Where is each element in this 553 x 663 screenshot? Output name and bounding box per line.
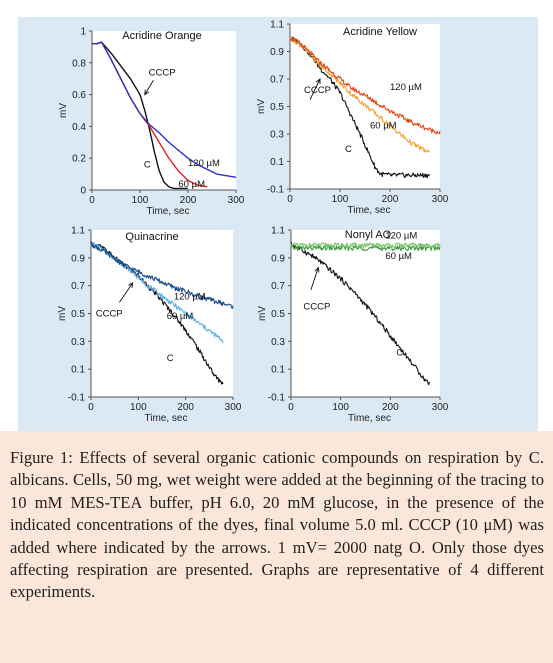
- caption-background: [0, 431, 553, 663]
- y-tick-label: 0.1: [270, 157, 284, 168]
- annotation-label: 120 µM: [390, 82, 422, 93]
- y-tick-label: 0.9: [270, 47, 284, 58]
- annotation-label: CCCP: [304, 85, 331, 96]
- y-tick-label: 0.7: [271, 281, 285, 292]
- cccp-arrow-head: [315, 78, 321, 85]
- series-line-120-uM: [90, 241, 234, 310]
- x-axis-label: Time, sec: [147, 206, 190, 217]
- y-tick-label: 0.9: [271, 253, 285, 264]
- series-line-120-uM: [91, 41, 237, 178]
- x-tick-label: 200: [180, 195, 197, 206]
- annotation-label: C: [167, 353, 174, 364]
- chart-title: Nonyl AO: [345, 229, 392, 241]
- annotation-label: CCCP: [96, 308, 123, 319]
- annotation-label: 60 µM: [370, 121, 397, 132]
- y-tick-label: 0.3: [271, 337, 285, 348]
- y-tick-label: 0.1: [271, 365, 285, 376]
- figure-caption: Figure 1: Effects of several organic cat…: [10, 447, 544, 604]
- x-tick-label: 0: [287, 194, 293, 205]
- caption-label: Figure 1:: [10, 448, 73, 467]
- cccp-arrow-head: [314, 266, 320, 273]
- x-tick-label: 200: [382, 194, 399, 205]
- annotation-label: CCCP: [303, 301, 330, 312]
- y-tick-label: -0.1: [267, 185, 285, 196]
- y-tick-label: 0.7: [71, 281, 85, 292]
- x-tick-label: 200: [177, 402, 194, 413]
- cccp-arrow-shaft: [144, 80, 154, 95]
- cccp-arrow-head: [128, 282, 134, 288]
- annotation-label: 60 µM: [178, 179, 205, 190]
- x-axis-label: Time, sec: [348, 413, 391, 424]
- y-tick-label: 0: [80, 186, 86, 197]
- y-tick-label: 1.1: [271, 226, 285, 237]
- annotation-label: 120 µM: [174, 292, 206, 303]
- x-axis-label: Time, sec: [348, 205, 391, 216]
- y-tick-label: 0.4: [72, 122, 86, 133]
- annotation-label: 60 µM: [385, 251, 412, 262]
- x-tick-label: 100: [332, 402, 349, 413]
- x-tick-label: 100: [130, 402, 147, 413]
- chart-title: Acridine Yellow: [343, 26, 417, 38]
- annotation-label: C: [396, 347, 403, 358]
- y-tick-label: 1.1: [71, 226, 85, 237]
- series-line-60-uM: [90, 242, 224, 344]
- series-line-120-uM: [289, 36, 441, 135]
- chart-title: Quinacrine: [125, 231, 178, 243]
- y-tick-label: 0.9: [71, 253, 85, 264]
- x-tick-label: 300: [225, 402, 242, 413]
- chart-title: Acridine Orange: [122, 30, 202, 42]
- y-tick-label: 0.1: [71, 365, 85, 376]
- x-tick-label: 0: [89, 195, 95, 206]
- y-axis-label: mV: [257, 306, 268, 321]
- y-axis-label: mV: [58, 103, 69, 118]
- x-tick-label: 0: [288, 402, 294, 413]
- y-tick-label: 0.8: [72, 58, 86, 69]
- annotation-label: C: [144, 160, 151, 171]
- x-axis-label: Time, sec: [145, 413, 188, 424]
- cccp-arrow-shaft: [309, 78, 321, 100]
- x-tick-label: 100: [132, 195, 149, 206]
- series-line-60-uM: [289, 36, 430, 153]
- y-tick-label: 0.2: [72, 154, 86, 165]
- caption-text: Effects of several organic cationic comp…: [10, 448, 544, 602]
- cccp-arrow-head: [144, 89, 150, 96]
- cccp-arrow-shaft: [119, 282, 134, 303]
- x-tick-label: 0: [88, 402, 94, 413]
- series-line-120-uM: [290, 242, 441, 249]
- y-tick-label: 0.6: [72, 90, 86, 101]
- cccp-arrow-shaft: [310, 267, 319, 290]
- y-axis-label: mV: [256, 99, 267, 114]
- x-tick-label: 200: [382, 402, 399, 413]
- y-tick-label: 0.5: [71, 309, 85, 320]
- plot-area-1: [92, 31, 236, 190]
- annotation-label: CCCP: [149, 68, 176, 79]
- y-tick-label: 1: [80, 27, 86, 38]
- x-tick-label: 300: [228, 195, 245, 206]
- charts-canvas: 0 0.2 0.4 0.6 0.8 1 0 100 200 300 Time, sec mV Acrid…: [57, 20, 449, 425]
- annotation-label: 60 µM: [167, 311, 194, 322]
- x-tick-label: 300: [432, 402, 449, 413]
- y-tick-label: 0.5: [270, 102, 284, 113]
- y-tick-label: 0.5: [271, 309, 285, 320]
- y-tick-label: 0.3: [71, 337, 85, 348]
- annotation-label: 120 µM: [385, 230, 417, 241]
- y-axis-label: mV: [57, 306, 68, 321]
- series-line-60-uM: [290, 245, 441, 252]
- y-tick-label: 1.1: [270, 20, 284, 31]
- x-tick-label: 100: [332, 194, 349, 205]
- y-tick-label: -0.1: [68, 393, 86, 404]
- x-tick-label: 300: [432, 194, 449, 205]
- plot-area-2: [290, 24, 440, 189]
- annotation-label: C: [345, 144, 352, 155]
- series-line-C: [91, 41, 188, 190]
- annotation-label: 120 µM: [188, 158, 220, 169]
- y-tick-label: 0.7: [270, 75, 284, 86]
- y-tick-label: -0.1: [268, 393, 286, 404]
- series-line-C: [290, 241, 431, 386]
- y-tick-label: 0.3: [270, 130, 284, 141]
